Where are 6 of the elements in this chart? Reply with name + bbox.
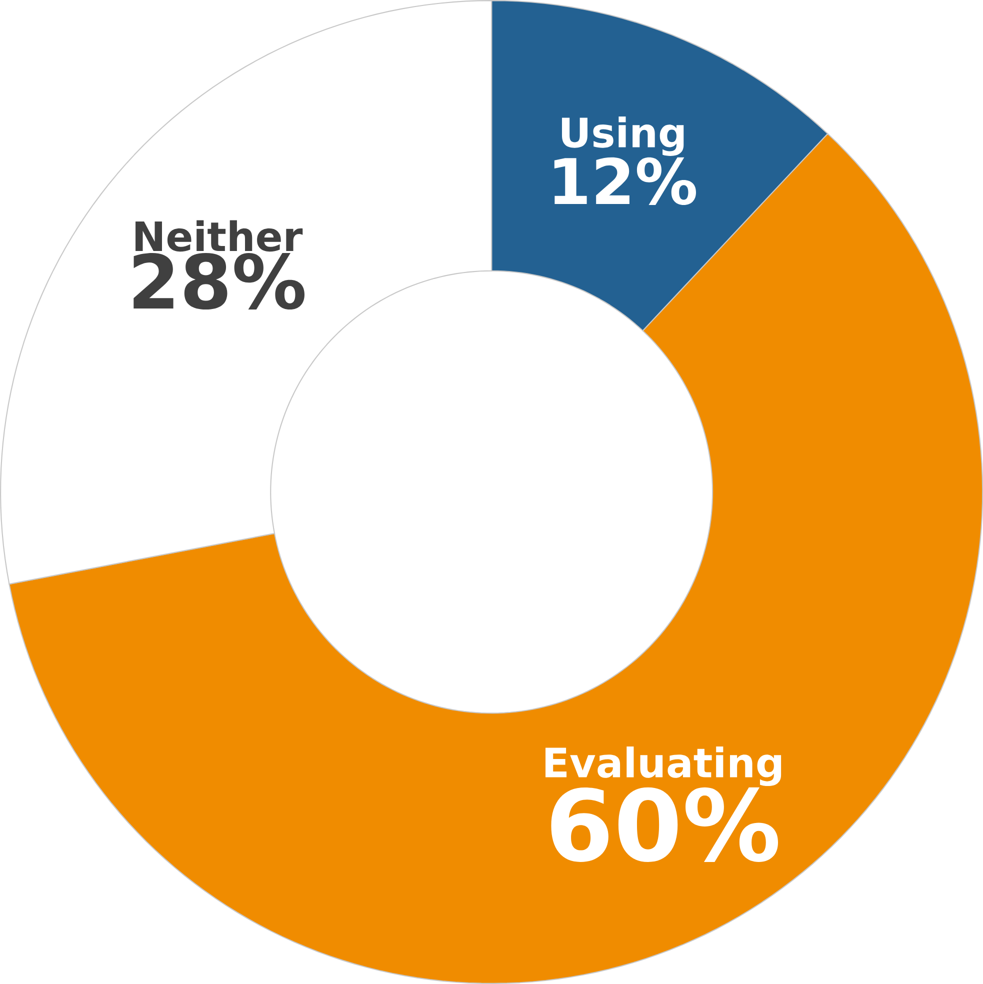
slice-label: Using: [562, 116, 684, 156]
slice-label: Evaluating: [545, 746, 781, 786]
data-label: 12%: [554, 157, 696, 205]
data-label: 60%: [551, 787, 778, 862]
slice-label: Neither: [135, 220, 303, 252]
data-label: 28%: [134, 252, 304, 310]
